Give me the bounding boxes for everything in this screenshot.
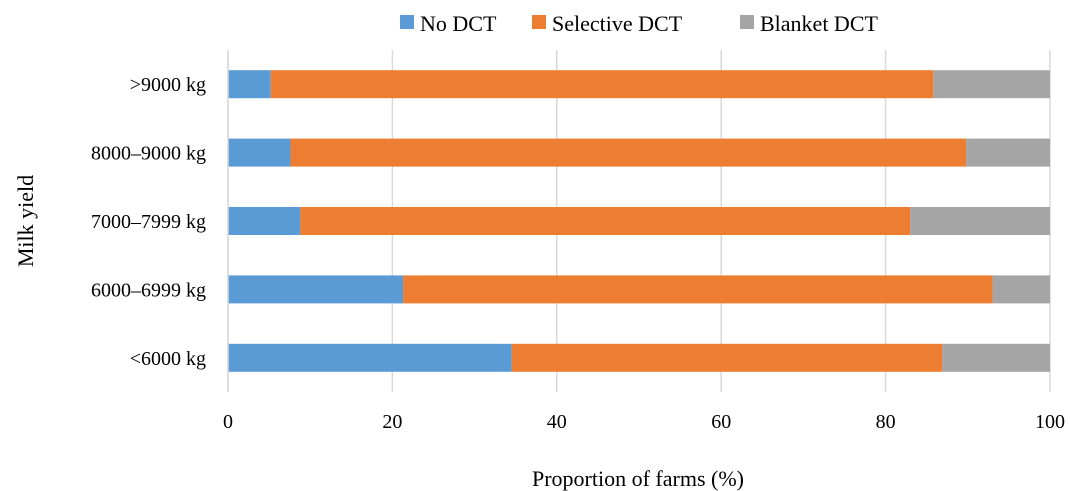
category-label: <6000 kg [130,348,206,370]
legend: No DCT Selective DCT Blanket DCT [400,11,878,36]
legend-label: Selective DCT [552,11,683,36]
legend-label: No DCT [420,11,497,36]
bar-selective-dct-3 [403,275,993,304]
x-tick-label: 20 [382,411,402,433]
bar-no-dct-1 [228,138,291,167]
bar-blanket-dct-0 [933,70,1050,99]
x-tick-label: 100 [1035,411,1065,433]
bar-no-dct-0 [228,70,271,99]
bar-selective-dct-0 [270,70,934,99]
bar-blanket-dct-1 [966,138,1050,167]
bar-no-dct-3 [228,275,404,304]
y-axis-title: Milk yield [13,175,38,267]
x-tick-label: 40 [547,411,567,433]
bar-selective-dct-1 [290,138,967,167]
bar-blanket-dct-3 [992,275,1050,304]
x-tick-labels: 0 20 40 60 80 100 [223,411,1065,433]
x-tick-label: 0 [223,411,233,433]
legend-swatch-blanket-dct [740,15,754,29]
category-label: 7000–7999 kg [91,211,206,233]
bar-selective-dct-2 [300,207,911,235]
category-label: 6000–6999 kg [91,279,206,301]
bar-selective-dct-4 [511,343,943,372]
bar-no-dct-2 [228,207,301,235]
bar-blanket-dct-4 [942,343,1050,372]
legend-label: Blanket DCT [760,11,878,36]
bars [228,70,1050,372]
x-tick-label: 80 [876,411,896,433]
category-label: 8000–9000 kg [91,143,206,165]
legend-swatch-no-dct [400,15,414,29]
category-label: >9000 kg [130,74,206,96]
legend-swatch-selective-dct [532,15,546,29]
bar-no-dct-4 [228,343,512,372]
bar-blanket-dct-2 [910,207,1050,235]
x-axis-title: Proportion of farms (%) [532,466,744,491]
x-tick-label: 60 [711,411,731,433]
category-labels: >9000 kg 8000–9000 kg 7000–7999 kg 6000–699… [91,74,206,370]
